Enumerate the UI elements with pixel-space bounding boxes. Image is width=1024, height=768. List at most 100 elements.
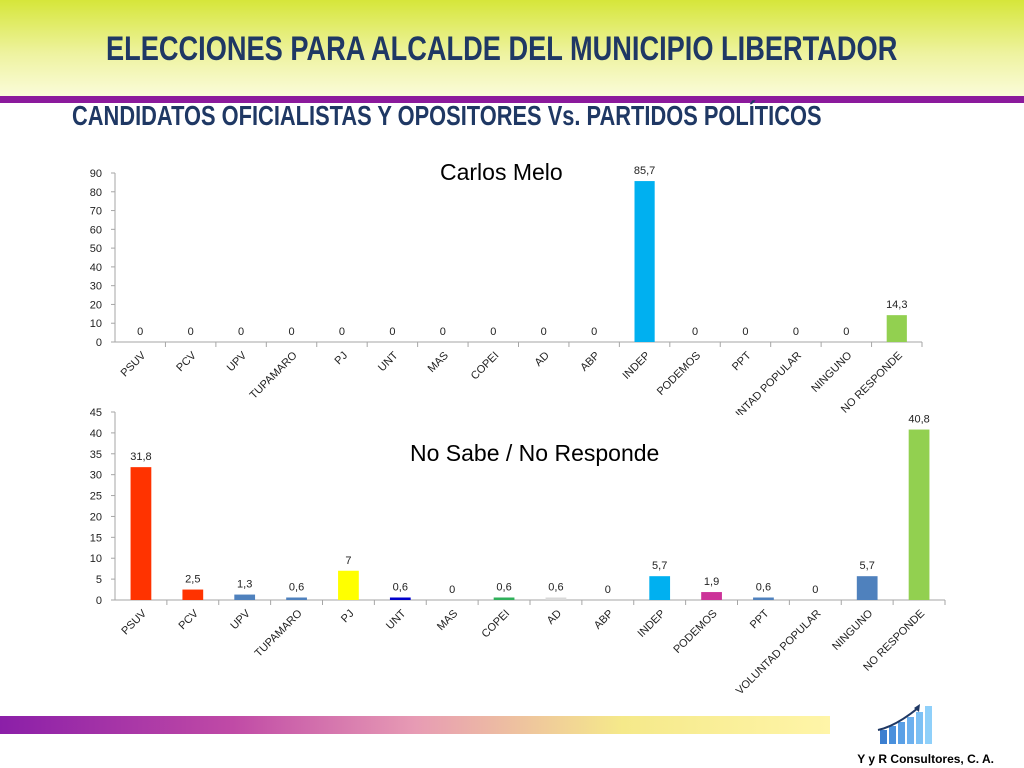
x-tick-label: UPV [225,349,250,374]
y-tick-label: 10 [90,553,102,565]
data-label: 40,8 [908,414,929,426]
x-tick-label: PSUV [119,349,149,379]
bar [753,597,774,600]
bar [338,570,359,600]
footer-gradient-bar [0,716,830,734]
y-tick-label: 45 [90,407,102,419]
x-tick-label: TUPAMARO [253,607,305,659]
bar [545,597,567,600]
y-tick-label: 35 [90,449,102,461]
x-tick-label: COPEI [479,608,512,641]
x-tick-label: MAS [435,608,460,633]
chart-title: No Sabe / No Responde [410,440,660,466]
y-tick-label: 25 [90,491,102,503]
x-tick-label: PJ [339,608,357,626]
data-label: 5,7 [860,560,875,572]
y-tick-label: 40 [90,428,102,440]
x-tick-label: PODEMOS [671,608,719,656]
y-tick-label: 50 [90,243,102,255]
data-label: 0,6 [548,581,563,593]
x-tick-label: ABP [592,608,616,632]
data-label: 2,5 [185,574,200,586]
data-label: 5,7 [652,560,667,572]
bar [182,589,204,600]
data-label: 0 [389,326,395,338]
data-label: 0 [288,326,294,338]
data-label: 0 [843,326,849,338]
data-label: 0,6 [393,581,408,593]
chart-no-sabe: No Sabe / No Responde 0 5 10 15 20 25 30 35 40 45… [0,400,1024,710]
x-tick-label: PSUV [119,607,149,637]
x-tick-label: NINGUNO [809,349,855,395]
data-label: 1,3 [237,579,252,591]
x-tick-label: UNT [376,349,401,374]
header-divider [0,96,1024,103]
bar [649,576,671,600]
x-tick-label: AD [533,350,552,369]
data-label: 0 [449,584,455,596]
data-label: 0 [793,326,799,338]
bar [130,467,152,600]
data-label: 31,8 [130,451,151,463]
data-label: 0 [692,326,698,338]
bar [493,597,515,600]
y-tick-label: 0 [96,595,102,607]
x-tick-label: PPT [748,607,772,631]
y-tick-label: 70 [90,206,102,218]
y-tick-label: 0 [96,337,102,349]
y-tick-label: 10 [90,318,102,330]
x-tick-label: ABP [578,350,602,374]
y-tick-label: 40 [90,262,102,274]
data-label: 0,6 [756,581,771,593]
chart-title: Carlos Melo [440,159,563,185]
data-label: 0 [605,584,611,596]
data-label: 0,6 [496,581,511,593]
footer-credit: Y y R Consultores, C. A. [857,752,994,766]
page-title: ELECCIONES PARA ALCALDE DEL MUNICIPIO LI… [106,30,898,68]
data-label: 0 [339,326,345,338]
x-tick-label: VOLUNTAD POPULAR [734,608,824,698]
x-tick-label: NINGUNO [830,607,876,653]
data-label: 0 [490,326,496,338]
x-tick-label: INDEP [636,608,668,640]
chart-no-sabe-svg: 0 5 10 15 20 25 30 35 40 45 PSUV PCV UPV TUPAMARO PJ UN… [90,407,946,698]
y-tick-label: 20 [90,511,102,523]
page-subtitle: CANDIDATOS OFICIALISTAS Y OPOSITORES Vs.… [72,100,822,131]
x-tick-label: COPEI [469,350,502,383]
y-tick-label: 30 [90,470,102,482]
header-band [0,0,1024,98]
data-label: 0 [188,326,194,338]
x-tick-label: PPT [730,349,754,373]
data-label: 0,6 [289,581,304,593]
data-label: 0 [541,326,547,338]
x-tick-label: UNT [384,607,409,632]
bar [389,597,411,600]
data-label: 0 [591,326,597,338]
x-tick-label: PCV [174,349,199,374]
y-tick-label: 80 [90,187,102,199]
y-tick-label: 90 [90,168,102,180]
data-label: 0 [742,326,748,338]
x-tick-label: PODEMOS [655,350,703,398]
x-tick-label: PJ [333,350,351,368]
bar [908,429,930,600]
y-tick-label: 15 [90,532,102,544]
y-tick-label: 20 [90,299,102,311]
y-tick-label: 60 [90,224,102,236]
bar [701,592,722,600]
x-tick-label: TUPAMARO [248,349,300,401]
data-label: 7 [345,555,351,567]
data-label: 0 [238,326,244,338]
data-label: 0 [440,326,446,338]
data-label: 0 [137,326,143,338]
x-tick-label: UPV [228,607,253,632]
x-tick-label: INDEP [620,350,652,382]
y-tick-label: 5 [96,574,102,586]
bar [634,181,655,342]
bar [286,597,307,600]
x-tick-label: AD [545,608,564,627]
y-tick-label: 30 [90,281,102,293]
x-tick-label: MAS [426,350,451,375]
chart-carlos-melo: Carlos Melo 0 10 20 30 40 50 60 70 80 90 PSUV PCV UP… [0,155,1024,415]
